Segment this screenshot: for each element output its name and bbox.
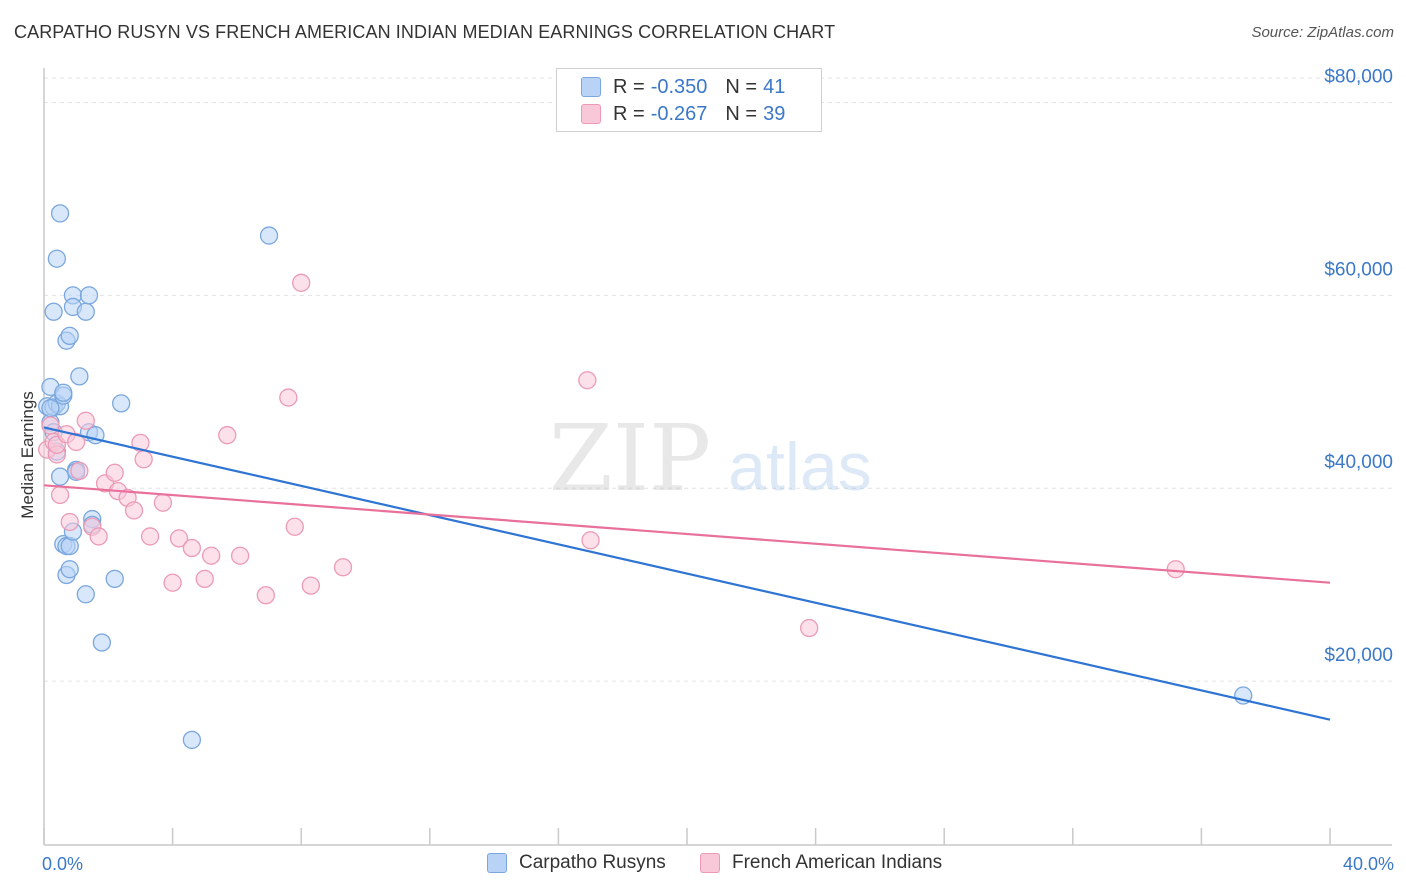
- legend-label-french: French American Indians: [732, 852, 943, 873]
- point-carpatho-rusyns: [44, 302, 63, 321]
- point-french-american-indians: [41, 416, 60, 435]
- watermark-atlas: atlas: [728, 429, 872, 505]
- point-french-american-indians: [800, 618, 819, 638]
- point-french-american-indians: [1166, 560, 1185, 579]
- x-tick-label-min: 0.0%: [42, 854, 83, 874]
- point-french-american-indians: [105, 463, 124, 482]
- point-carpatho-rusyns: [47, 249, 67, 268]
- watermark-zip: ZIP: [549, 405, 711, 512]
- point-carpatho-rusyns: [76, 302, 95, 321]
- point-french-american-indians: [195, 569, 214, 589]
- point-french-american-indians: [134, 450, 153, 469]
- point-french-american-indians: [169, 529, 189, 548]
- point-carpatho-rusyns: [76, 585, 95, 604]
- x-tick-marks: [43, 828, 1331, 845]
- point-french-american-indians: [163, 573, 182, 592]
- point-french-american-indians: [76, 411, 95, 430]
- point-french-american-indians: [218, 426, 237, 445]
- point-french-american-indians: [89, 527, 108, 546]
- stats-legend: R = -0.350 N = 41 R = -0.267 N = 39: [556, 68, 822, 132]
- legend-row-french: R = -0.267 N = 39: [581, 101, 785, 127]
- legend-item-french-american-indians[interactable]: French American Indians: [700, 852, 942, 874]
- legend-swatch-pink: [700, 853, 720, 873]
- point-french-american-indians: [285, 517, 304, 536]
- point-carpatho-rusyns: [60, 560, 79, 579]
- point-french-american-indians: [153, 493, 173, 512]
- legend-n-label: N =: [725, 102, 758, 125]
- x-tick-label-max: 40.0%: [1343, 854, 1394, 874]
- point-carpatho-rusyns: [92, 633, 112, 652]
- point-carpatho-rusyns: [259, 226, 279, 245]
- point-french-american-indians: [256, 586, 275, 605]
- point-french-american-indians: [182, 538, 202, 558]
- y-tick-label: $60,000: [1324, 259, 1393, 280]
- axes: [43, 68, 1392, 846]
- point-french-american-indians: [333, 558, 353, 577]
- point-french-american-indians: [202, 546, 221, 565]
- series-legend: Carpatho Rusyns French American Indians: [0, 852, 1406, 878]
- point-french-american-indians: [70, 461, 89, 481]
- legend-label-carpatho: Carpatho Rusyns: [519, 852, 666, 873]
- source-label: Source: ZipAtlas.com: [1251, 24, 1394, 41]
- chart-title: CARPATHO RUSYN VS FRENCH AMERICAN INDIAN…: [14, 22, 836, 42]
- legend-n-value: 39: [763, 102, 786, 125]
- point-french-american-indians: [581, 531, 600, 550]
- legend-swatch-blue: [487, 853, 507, 873]
- trend-lines: [43, 426, 1331, 721]
- series-french-american-indians: [38, 273, 1185, 638]
- point-french-american-indians: [50, 485, 70, 505]
- point-carpatho-rusyns: [54, 383, 73, 402]
- legend-n-value: 41: [763, 75, 786, 98]
- point-french-american-indians: [301, 576, 320, 595]
- point-french-american-indians: [124, 501, 144, 520]
- point-carpatho-rusyns: [182, 730, 202, 750]
- y-tick-labels: $20,000 $40,000 $60,000 $80,000: [1324, 67, 1393, 667]
- legend-r-label: R =: [613, 102, 645, 125]
- trendline-french-american-indians: [43, 484, 1331, 584]
- legend-row-carpatho: R = -0.350 N = 41: [581, 74, 785, 100]
- legend-r-value: -0.267: [650, 102, 708, 125]
- point-carpatho-rusyns: [105, 569, 124, 589]
- legend-swatch-pink: [581, 104, 601, 124]
- trendline-carpatho-rusyns: [43, 426, 1331, 721]
- y-tick-label: $40,000: [1324, 452, 1393, 473]
- point-carpatho-rusyns: [50, 467, 70, 486]
- point-carpatho-rusyns: [112, 394, 131, 413]
- point-french-american-indians: [292, 273, 311, 292]
- point-carpatho-rusyns: [50, 204, 70, 223]
- point-carpatho-rusyns: [41, 399, 60, 418]
- point-carpatho-rusyns: [79, 286, 99, 305]
- point-french-american-indians: [230, 546, 250, 565]
- point-carpatho-rusyns: [70, 367, 89, 386]
- legend-r-label: R =: [613, 75, 645, 98]
- legend-item-carpatho-rusyns[interactable]: Carpatho Rusyns: [487, 852, 666, 874]
- watermark: ZIP atlas: [549, 405, 872, 512]
- point-carpatho-rusyns: [60, 326, 79, 346]
- y-tick-label: $20,000: [1324, 645, 1393, 666]
- y-tick-label: $80,000: [1324, 67, 1393, 88]
- legend-n-label: N =: [725, 75, 758, 98]
- point-french-american-indians: [578, 371, 597, 390]
- grid-lines: [44, 77, 1392, 682]
- point-french-american-indians: [140, 527, 160, 546]
- legend-r-value: -0.350: [650, 75, 708, 98]
- y-axis-label: Median Earnings: [18, 391, 37, 519]
- point-french-american-indians: [60, 512, 79, 532]
- legend-swatch-blue: [581, 77, 601, 97]
- point-french-american-indians: [67, 432, 86, 452]
- point-french-american-indians: [279, 388, 298, 407]
